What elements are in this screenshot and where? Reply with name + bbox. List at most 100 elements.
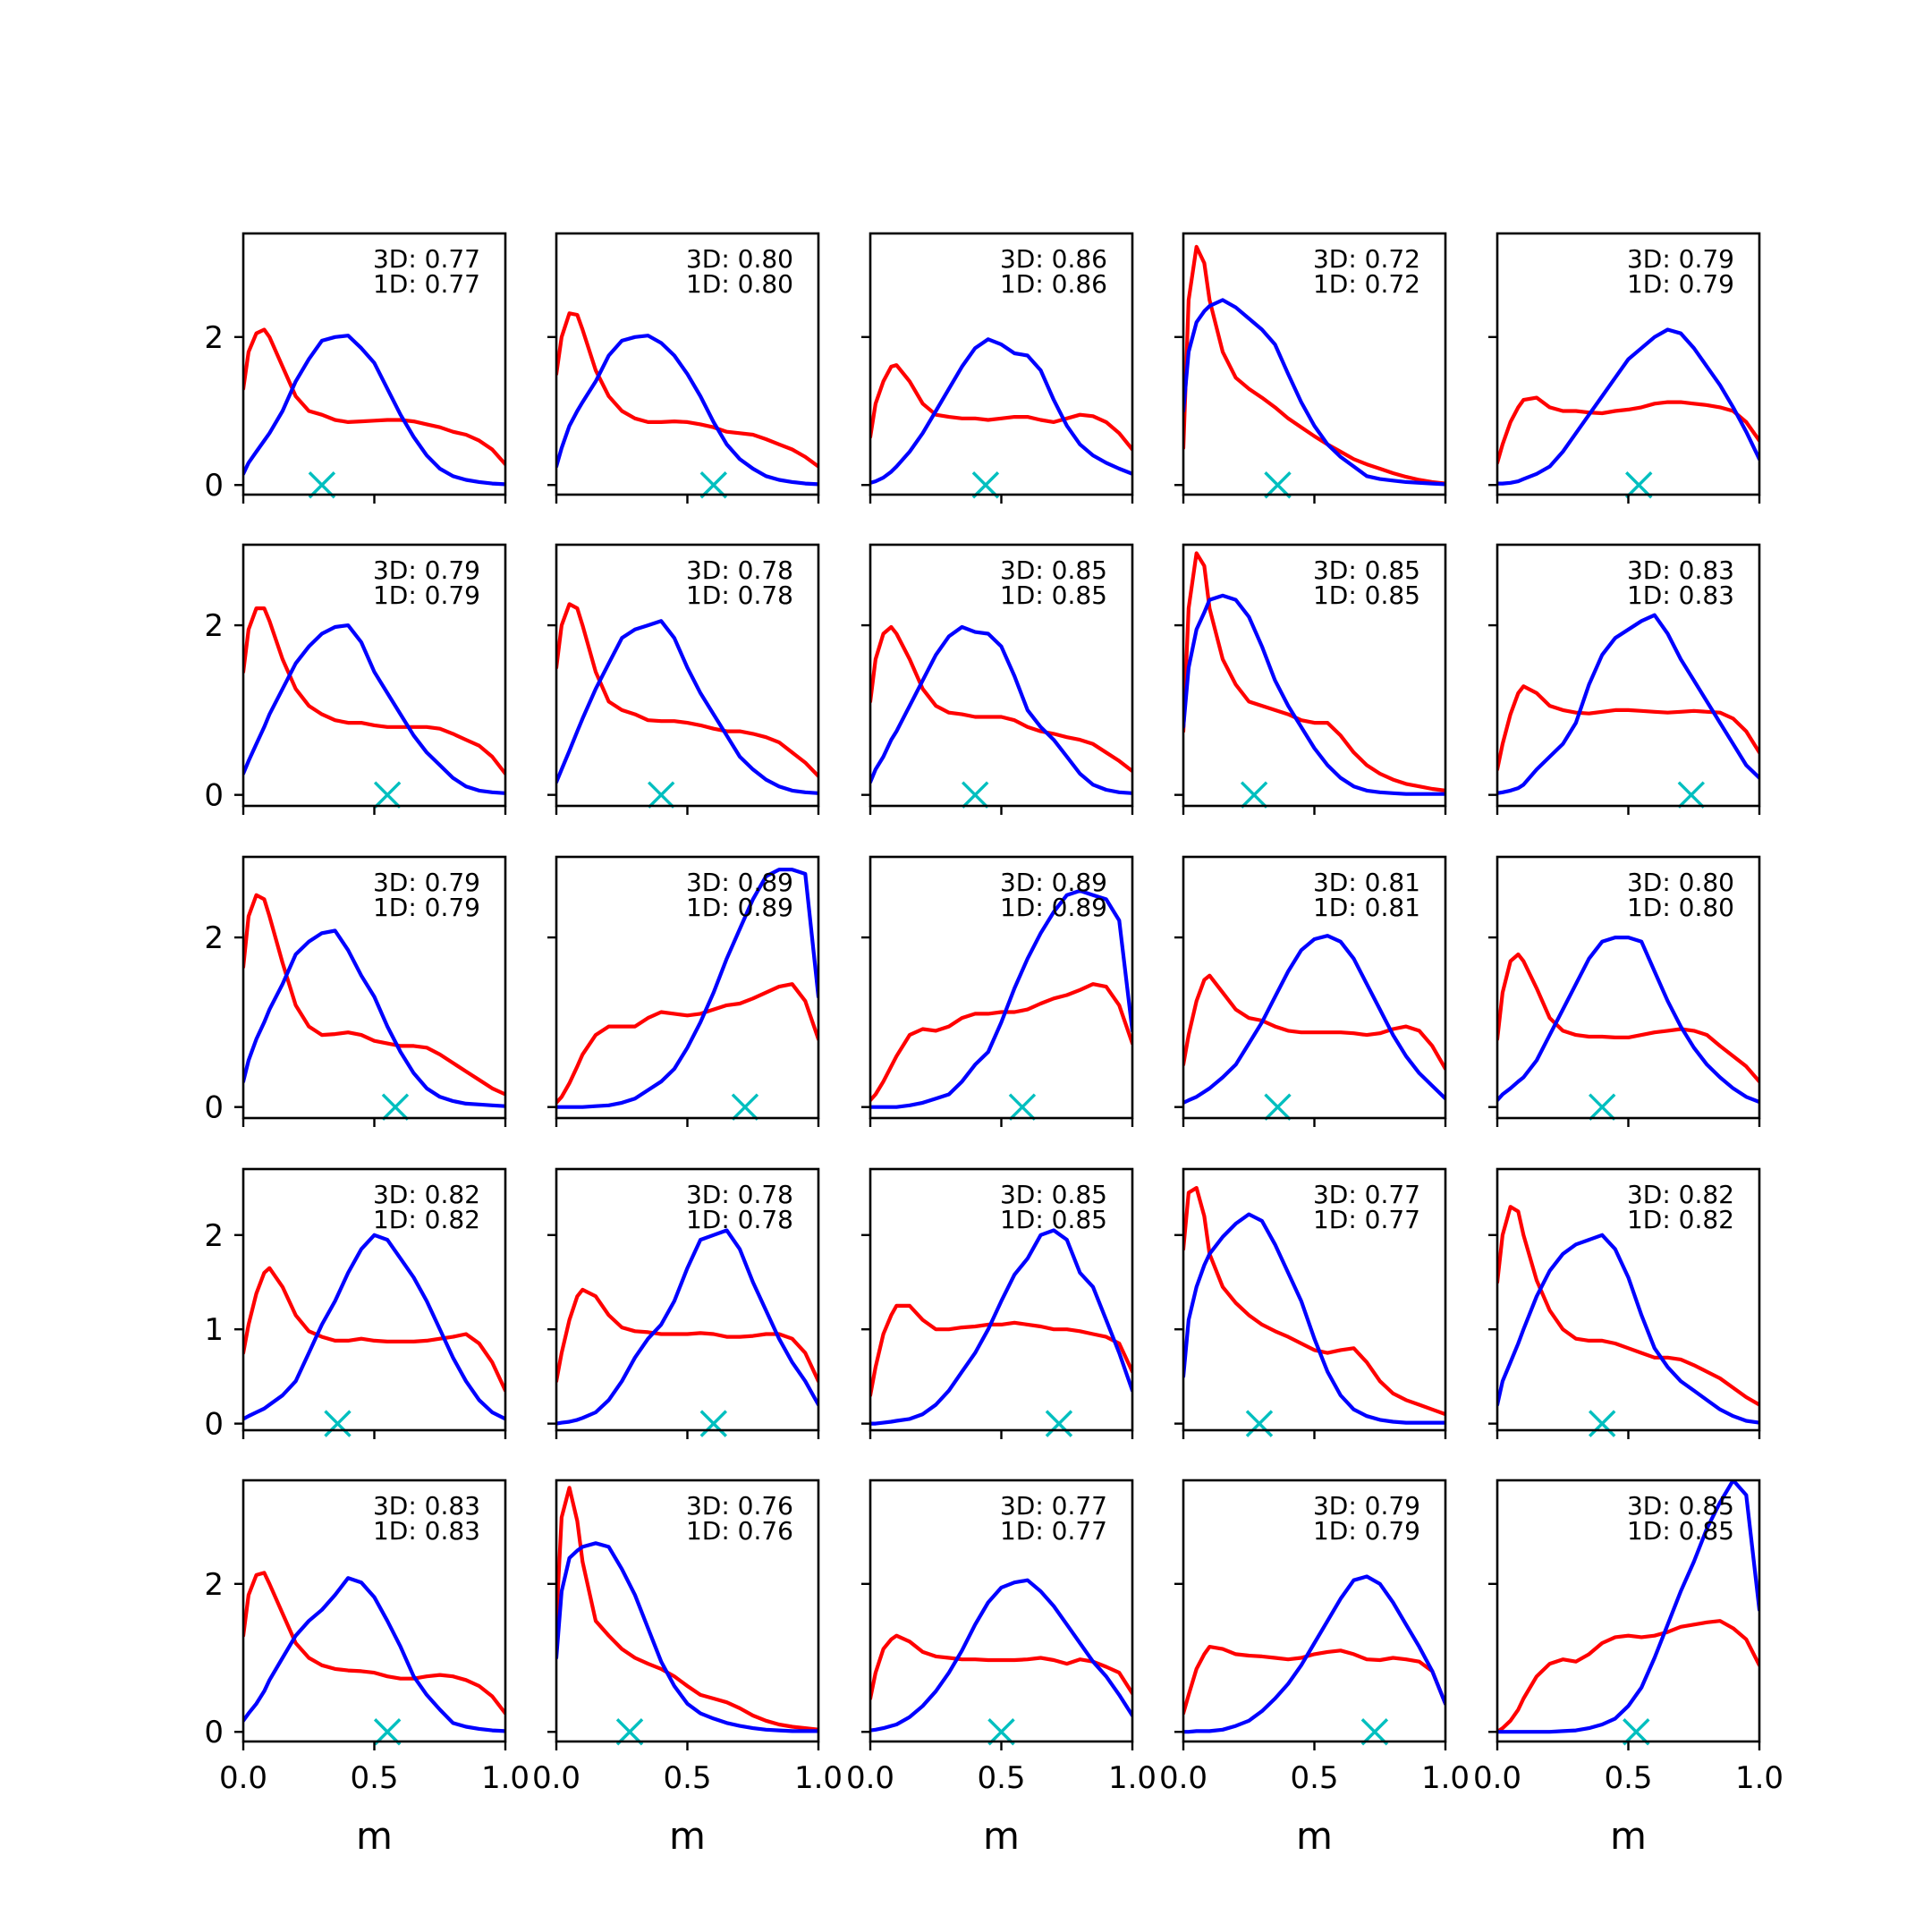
marker-stroke [1623, 1718, 1650, 1746]
marker-stroke [373, 1718, 402, 1746]
blue-density-curve [243, 1576, 505, 1733]
red-density-curve [870, 363, 1132, 452]
score-1d-label: 1D: 0.78 [686, 580, 793, 610]
score-3d-label: 3D: 0.79 [1627, 244, 1734, 274]
x-tick-label: 0.5 [1290, 1760, 1338, 1796]
blue-density-curve [556, 334, 818, 487]
blue-density-curve [1183, 298, 1445, 487]
blue-density-curve [870, 337, 1132, 485]
true-value-marker [1045, 1410, 1073, 1437]
true-value-marker [699, 1410, 728, 1437]
x-axis-label: m [1296, 1814, 1333, 1858]
blue-density-curve [1497, 613, 1759, 795]
score-3d-label: 3D: 0.82 [373, 1180, 480, 1209]
score-1d-label: 1D: 0.86 [1000, 269, 1107, 299]
marker-stroke [1677, 781, 1706, 809]
true-value-marker [961, 781, 989, 809]
score-1d-label: 1D: 0.80 [1627, 893, 1734, 922]
blue-density-curve [870, 624, 1132, 795]
marker-stroke [1588, 1410, 1616, 1437]
marker-stroke [971, 471, 1000, 499]
score-3d-label: 3D: 0.82 [1627, 1180, 1734, 1209]
score-3d-label: 3D: 0.77 [1313, 1180, 1420, 1209]
true-value-marker [381, 1093, 410, 1121]
blue-density-curve [1497, 935, 1759, 1105]
score-3d-label: 3D: 0.85 [1313, 555, 1420, 585]
blue-density-curve [556, 1228, 818, 1426]
score-3d-label: 3D: 0.77 [373, 244, 480, 274]
score-3d-label: 3D: 0.89 [686, 868, 793, 897]
true-value-marker [373, 781, 402, 809]
score-3d-label: 3D: 0.76 [686, 1491, 793, 1521]
true-value-marker [647, 781, 675, 809]
true-value-marker [1245, 1410, 1274, 1437]
marker-stroke [373, 781, 402, 809]
red-density-curve [1497, 395, 1759, 465]
score-1d-label: 1D: 0.85 [1627, 1516, 1734, 1546]
red-density-curve [1183, 1644, 1445, 1716]
red-density-curve [1497, 952, 1759, 1084]
blue-density-curve [1497, 1480, 1759, 1734]
score-1d-label: 1D: 0.80 [686, 269, 793, 299]
marker-stroke [1360, 1718, 1389, 1746]
score-1d-label: 1D: 0.79 [1627, 269, 1734, 299]
red-density-curve [556, 311, 818, 469]
x-axis-label: m [983, 1814, 1020, 1858]
red-density-curve [1183, 244, 1445, 486]
score-1d-label: 1D: 0.77 [373, 269, 480, 299]
blue-density-curve [243, 334, 505, 487]
score-1d-label: 1D: 0.89 [686, 893, 793, 922]
red-density-curve [243, 1571, 505, 1716]
score-1d-label: 1D: 0.77 [1000, 1516, 1107, 1546]
blue-density-curve [870, 888, 1132, 1109]
score-1d-label: 1D: 0.85 [1000, 1205, 1107, 1234]
blue-density-curve [1183, 1574, 1445, 1734]
score-1d-label: 1D: 0.82 [373, 1205, 480, 1234]
red-density-curve [870, 1303, 1132, 1398]
score-1d-label: 1D: 0.82 [1627, 1205, 1734, 1234]
y-tick-label: 2 [204, 608, 224, 644]
y-tick-label: 2 [204, 320, 224, 356]
true-value-marker [699, 471, 728, 499]
score-1d-label: 1D: 0.79 [1313, 1516, 1420, 1546]
x-tick-label: 0.0 [1473, 1760, 1521, 1796]
score-3d-label: 3D: 0.72 [1313, 244, 1420, 274]
blue-density-curve [1183, 934, 1445, 1106]
score-1d-label: 1D: 0.77 [1313, 1205, 1420, 1234]
marker-stroke [615, 1718, 644, 1746]
score-1d-label: 1D: 0.78 [686, 1205, 793, 1234]
score-3d-label: 3D: 0.85 [1000, 555, 1107, 585]
true-value-marker [308, 471, 336, 499]
true-value-marker [1588, 1093, 1616, 1121]
red-density-curve [870, 982, 1132, 1103]
x-tick-label: 0.0 [532, 1760, 580, 1796]
true-value-marker [324, 1410, 352, 1437]
y-tick-label: 1 [204, 1312, 224, 1348]
score-1d-label: 1D: 0.79 [373, 580, 480, 610]
true-value-marker [373, 1718, 402, 1746]
score-3d-label: 3D: 0.78 [686, 1180, 793, 1209]
x-axis-label: m [1610, 1814, 1647, 1858]
score-3d-label: 3D: 0.85 [1627, 1491, 1734, 1521]
y-tick-label: 0 [204, 778, 224, 814]
x-tick-label: 0.5 [1604, 1760, 1652, 1796]
score-1d-label: 1D: 0.85 [1313, 580, 1420, 610]
red-density-curve [243, 1266, 505, 1393]
